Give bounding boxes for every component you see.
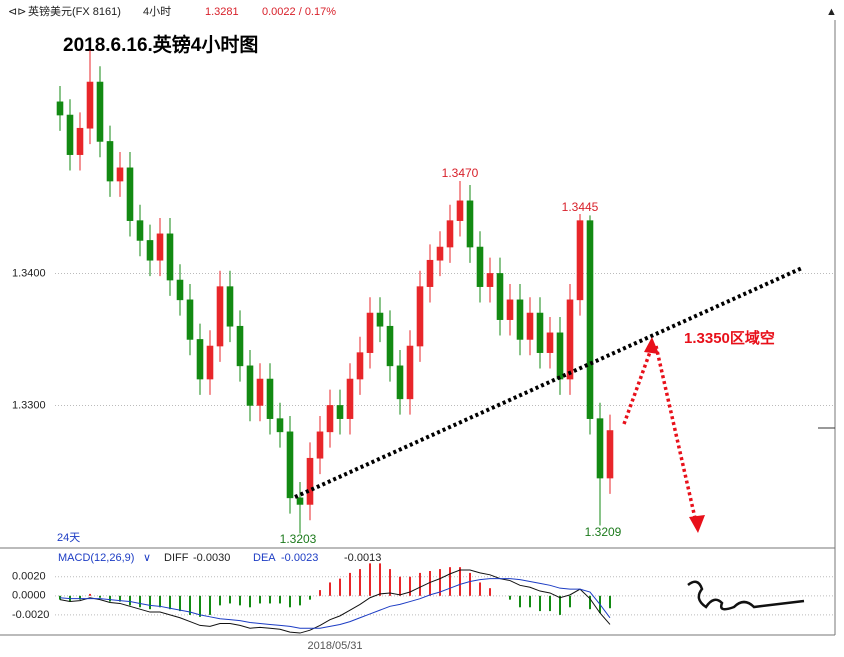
- candle-body: [606, 430, 614, 479]
- candle-body: [386, 325, 394, 367]
- candle-body: [196, 339, 204, 380]
- candle-body: [316, 431, 324, 459]
- candle-body: [56, 101, 64, 116]
- annotation: 1.3445: [562, 200, 599, 214]
- candle-body: [566, 299, 574, 380]
- candle-body: [536, 312, 544, 353]
- header-period: 4小时: [143, 5, 171, 18]
- candle-body: [266, 378, 274, 419]
- candle-body: [216, 286, 224, 347]
- legend-diff-value: -0.0030: [193, 552, 230, 564]
- candle-body: [446, 220, 454, 248]
- candle-body: [286, 431, 294, 499]
- candle-body: [146, 240, 154, 261]
- macd-title: MACD(12,26,9): [58, 552, 134, 564]
- arrow-head: [689, 515, 705, 533]
- candle-body: [176, 279, 184, 301]
- candle-body: [136, 220, 144, 241]
- candle-body: [186, 299, 194, 340]
- candle-body: [546, 332, 554, 353]
- candle-body: [76, 127, 84, 155]
- legend-hist-value: -0.0013: [344, 552, 381, 564]
- y-tick-label: 0.0000: [12, 590, 46, 602]
- candle-body: [406, 345, 414, 400]
- candle-body: [236, 325, 244, 367]
- candle-body: [326, 405, 334, 433]
- y-tick-label: -0.0020: [12, 609, 49, 621]
- candle-body: [256, 378, 264, 406]
- legend-dea-value: -0.0023: [281, 552, 318, 564]
- arrow-down: [654, 345, 697, 519]
- candle-body: [356, 352, 364, 380]
- candle-body: [586, 220, 594, 419]
- candle-body: [126, 167, 134, 221]
- candle-body: [496, 273, 504, 320]
- candle-body: [96, 81, 104, 142]
- candle-body: [456, 200, 464, 221]
- marks: 1.3300 1.3400 1.3470 1.3445 1.3203 1.3209 1.33…: [12, 50, 835, 634]
- candle-body: [396, 365, 404, 400]
- candle-body: [346, 378, 354, 419]
- candle-body: [516, 299, 524, 340]
- candle-body: [306, 457, 314, 505]
- arrow-up: [622, 351, 652, 425]
- candle-body: [506, 299, 514, 320]
- candle-body: [106, 141, 114, 182]
- annotation: 1.3350区域空: [684, 329, 775, 347]
- annotation: 1.3470: [442, 166, 479, 180]
- annotation: 1.3203: [280, 532, 317, 546]
- candle-body: [526, 312, 534, 340]
- macd-line: [59, 569, 611, 634]
- candle-body: [376, 312, 384, 327]
- candle-body: [246, 365, 254, 406]
- header-symbol: 英镑美元(FX 8161): [28, 4, 121, 18]
- candle-body: [556, 332, 564, 380]
- candle-body: [426, 259, 434, 287]
- header-arrow: ▲: [826, 6, 837, 18]
- candle-body: [336, 405, 344, 419]
- header-icon: ⊲⊳: [8, 6, 26, 18]
- candle-body: [276, 418, 284, 433]
- macd-line: [59, 578, 611, 629]
- candle-body: [366, 312, 374, 353]
- candle-body: [296, 497, 304, 505]
- y-tick-label: 1.3300: [12, 399, 46, 411]
- candle-body: [576, 220, 584, 301]
- macd-dropdown: ∨: [143, 552, 151, 564]
- candle-body: [206, 345, 214, 380]
- candle-body: [226, 286, 234, 327]
- candle-body: [416, 286, 424, 347]
- annotation: 1.3209: [585, 525, 622, 539]
- y-tick-label: 0.0020: [12, 571, 46, 583]
- candle-body: [476, 246, 484, 287]
- candle-body: [86, 81, 94, 129]
- candle-body: [116, 167, 124, 182]
- chart-title: 2018.6.16.英镑4小时图: [63, 33, 258, 56]
- candle-body: [436, 246, 444, 261]
- candle-body: [66, 114, 74, 155]
- legend-dea-name: DEA: [253, 552, 276, 564]
- period-label: 24天: [57, 532, 80, 544]
- legend-diff-name: DIFF: [164, 552, 189, 564]
- header-change: 0.0022 / 0.17%: [262, 6, 336, 18]
- candle-body: [596, 418, 604, 479]
- y-tick-label: 1.3400: [12, 267, 46, 279]
- header-price: 1.3281: [205, 6, 239, 18]
- signature: [687, 580, 805, 611]
- candle-body: [156, 233, 164, 261]
- candle-body: [166, 233, 174, 281]
- candle-body: [466, 200, 474, 248]
- candle-body: [486, 273, 494, 287]
- arrow-head: [644, 337, 659, 354]
- x-tick-label: 2018/05/31: [307, 640, 362, 652]
- trend-line: [294, 266, 803, 499]
